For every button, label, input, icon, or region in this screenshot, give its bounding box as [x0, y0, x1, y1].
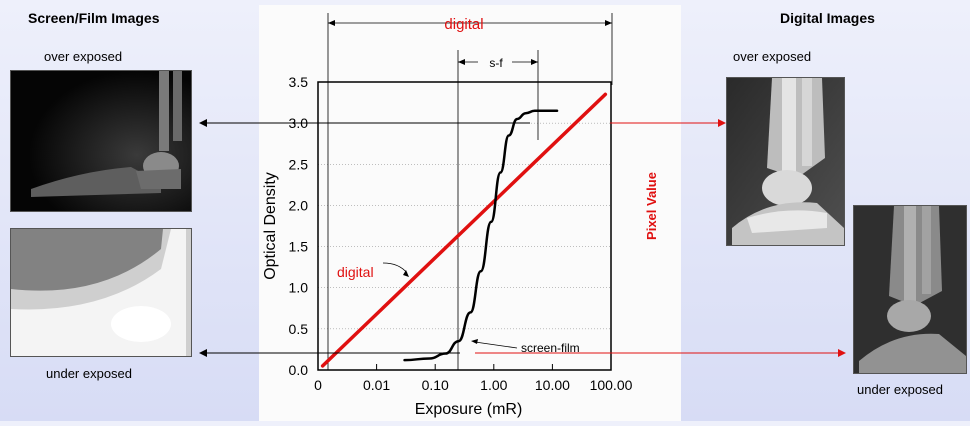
screen-film-over-caption: over exposed	[44, 49, 123, 64]
x-axis-label: Exposure (mR)	[415, 401, 523, 418]
screen-film-underexposed-image	[10, 228, 192, 357]
screen-film-heading: Screen/Film Images	[28, 10, 160, 26]
y-tick-label: 0.0	[289, 362, 309, 378]
sf-annotation-arrowhead	[471, 339, 478, 344]
sf-range-arrow-left	[458, 59, 465, 65]
screen-film-curve-annotation: screen-film	[521, 341, 580, 355]
sf-range-label-bg	[478, 53, 512, 71]
plot-frame	[317, 81, 612, 371]
y-tick-label: 2.0	[289, 197, 309, 213]
y-tick-label: 3.0	[289, 115, 309, 131]
digital-annotation-leader	[382, 262, 408, 274]
digital-images-heading: Digital Images	[780, 10, 875, 26]
y-tick-label: 2.5	[289, 156, 309, 172]
digital-range-arrow-left	[328, 20, 335, 26]
y-tick-label: 3.5	[289, 74, 309, 90]
y-tick-label: 1.0	[289, 280, 309, 296]
screen-film-range-label: s-f	[489, 56, 503, 70]
y-tick-label: 1.5	[289, 239, 309, 255]
screen-film-series-line	[403, 109, 559, 362]
digital-over-caption: over exposed	[733, 49, 812, 64]
x-tick-label: 0.01	[363, 377, 390, 393]
digital-range-arrow-right	[605, 20, 612, 26]
sf-annotation-leader	[474, 341, 518, 349]
digital-under-caption: under exposed	[857, 382, 944, 397]
grid	[318, 122, 611, 330]
y-tick-label: 0.5	[289, 321, 309, 337]
series	[320, 92, 608, 368]
digital-underexposed-image	[853, 205, 967, 374]
digital-range-label: digital	[444, 16, 483, 33]
range-markers	[327, 13, 613, 370]
x-tick-label: 0.10	[422, 377, 449, 393]
x-tick-label: 0	[314, 377, 322, 393]
screen-film-overexposed-image	[10, 70, 192, 212]
digital-curve-annotation: digital	[337, 264, 374, 280]
hd-curve-chart: 0.0 0.5 1.0 1.5 2.0 2.5 3.0 3.5 0 0.01 0.10 1.00 10.…	[262, 13, 659, 418]
digital-overexposed-image	[726, 77, 845, 246]
digital-annotation-arrowhead	[403, 270, 409, 277]
axis-ticks: 0.0 0.5 1.0 1.5 2.0 2.5 3.0 3.5 0 0.01 0.10 1.00 10.…	[289, 74, 633, 393]
screen-film-under-caption: under exposed	[46, 366, 133, 381]
chart-panel: 0.0 0.5 1.0 1.5 2.0 2.5 3.0 3.5 0 0.01 0.10 1.00 10.…	[259, 5, 681, 421]
x-tick-label: 100.00	[590, 377, 633, 393]
digital-series-line	[320, 92, 608, 368]
y-axis-label: Optical Density	[262, 172, 279, 280]
sf-range-arrow-right	[531, 59, 538, 65]
pixel-value-label: Pixel Value	[644, 172, 659, 240]
x-tick-label: 10.00	[535, 377, 570, 393]
x-tick-label: 1.00	[480, 377, 507, 393]
